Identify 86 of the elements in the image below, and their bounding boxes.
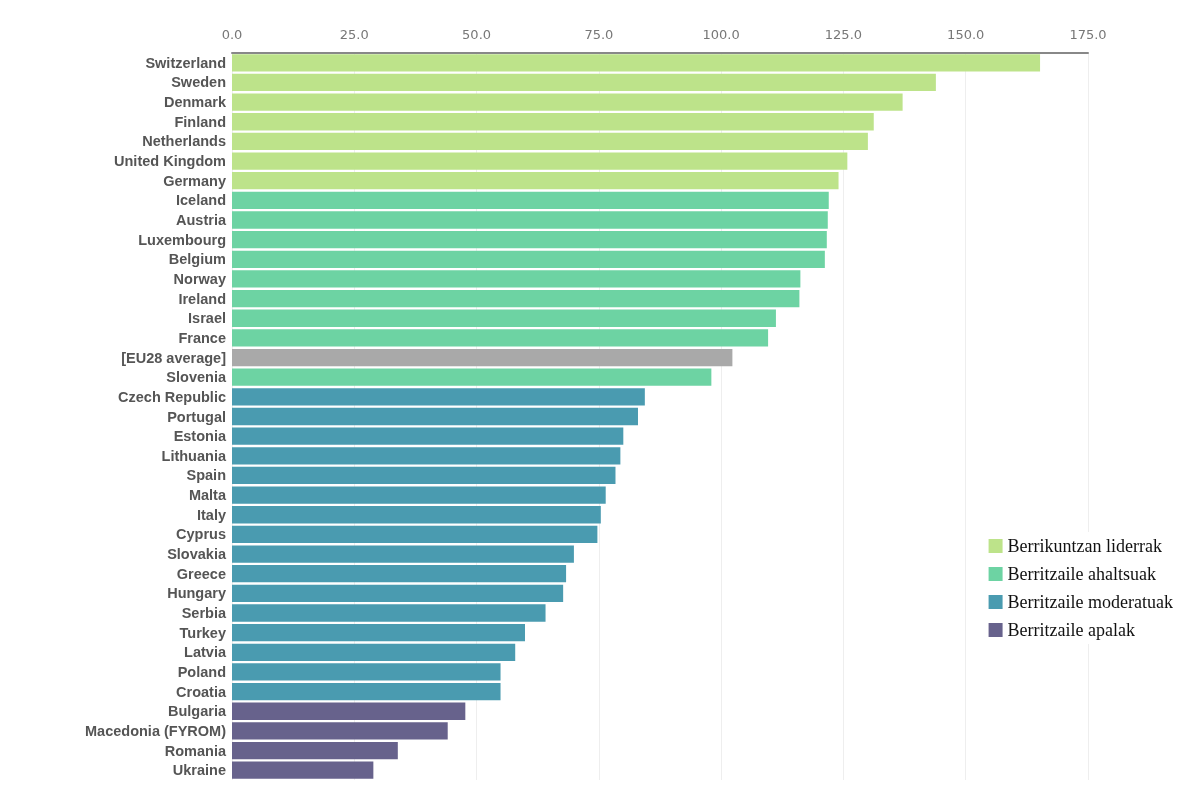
bar: [232, 309, 776, 327]
legend-label: Berritzaile apalak: [1007, 620, 1136, 640]
y-tick-label: Norway: [173, 270, 226, 287]
bar: [232, 289, 800, 308]
x-tick-label: 25.0: [339, 27, 369, 42]
x-tick-label: 175.0: [1069, 27, 1107, 42]
x-tick-label: 0.0: [221, 27, 243, 42]
legend-label: Berritzaile moderatuak: [1007, 592, 1173, 612]
legend-label: Berrikuntzan liderrak: [1007, 536, 1163, 556]
bar: [232, 54, 1041, 72]
x-tick-label: 75.0: [584, 27, 614, 42]
bar: [232, 702, 466, 720]
bar: [232, 250, 825, 268]
y-tick-label: Lithuania: [161, 447, 227, 464]
y-tick-label: Germany: [163, 172, 226, 189]
y-tick-label: Ukraine: [172, 762, 226, 779]
x-tick-label: 150.0: [947, 27, 985, 42]
bar: [232, 73, 936, 92]
y-tick-label: Netherlands: [142, 133, 226, 150]
y-tick-label: Malta: [188, 487, 227, 504]
bar: [232, 132, 868, 151]
y-tick-label: Slovenia: [166, 369, 227, 386]
bar: [232, 565, 567, 583]
y-tick-label: Iceland: [176, 192, 226, 209]
bar: [232, 172, 839, 190]
y-tick-label: Cyprus: [176, 526, 226, 543]
y-tick-label: Belgium: [168, 251, 226, 268]
bar: [232, 447, 621, 465]
y-tick-label: Bulgaria: [167, 703, 227, 720]
bar: [232, 427, 624, 445]
y-tick-label: Finland: [174, 113, 226, 130]
bar: [232, 231, 827, 249]
y-tick-label: Israel: [188, 310, 226, 327]
bar: [232, 545, 574, 563]
y-tick-label: France: [178, 329, 226, 346]
y-tick-label: Hungary: [167, 585, 226, 602]
y-tick-label: Croatia: [176, 683, 227, 700]
bar: [232, 388, 645, 406]
y-tick-label: Luxembourg: [138, 231, 226, 248]
y-tick-label: Slovakia: [167, 546, 227, 563]
bar: [232, 113, 874, 131]
y-tick-label: Czech Republic: [118, 388, 226, 405]
bar: [232, 329, 769, 347]
y-tick-label: Italy: [196, 506, 226, 523]
y-tick-label: Denmark: [163, 94, 227, 111]
y-tick-label: Greece: [176, 565, 226, 582]
y-tick-label: Switzerland: [145, 54, 226, 71]
bar: [232, 270, 801, 288]
y-tick-label: [EU28 average]: [121, 349, 227, 366]
y-tick-label: Portugal: [167, 408, 226, 425]
bar: [232, 486, 606, 504]
y-tick-label: Serbia: [181, 604, 227, 621]
bar: [232, 623, 525, 642]
bar: [232, 368, 712, 386]
bar: [232, 722, 448, 740]
bar: [232, 643, 516, 661]
y-tick-label: Austria: [176, 212, 227, 229]
legend-label: Berritzaile ahaltsuak: [1007, 564, 1157, 584]
x-tick-label: 50.0: [462, 27, 492, 42]
bar: [232, 348, 733, 367]
y-tick-label: Turkey: [179, 624, 226, 641]
x-tick-label: 125.0: [824, 27, 863, 42]
bar: [232, 211, 828, 229]
y-tick-label: Sweden: [171, 74, 226, 91]
x-tick-label: 100.0: [702, 27, 740, 42]
bar: [232, 663, 501, 681]
bar: [232, 525, 598, 544]
bar: [232, 191, 829, 210]
bar: [232, 152, 848, 170]
y-tick-label: Macedonia (FYROM): [85, 722, 227, 739]
bar: [232, 604, 546, 622]
bar: [232, 506, 601, 524]
bar: [232, 407, 638, 426]
y-tick-label: Spain: [186, 467, 226, 484]
bar: [232, 761, 374, 779]
y-tick-label: Poland: [177, 663, 226, 680]
y-tick-label: Estonia: [173, 428, 227, 445]
y-tick-label: Latvia: [184, 644, 227, 661]
bar: [232, 93, 903, 111]
y-tick-label: Ireland: [178, 290, 226, 307]
bar: [232, 682, 501, 701]
bar: [232, 466, 616, 485]
bar: [232, 584, 564, 602]
y-tick-label: Romania: [164, 742, 227, 759]
bar: [232, 741, 398, 760]
y-tick-label: United Kingdom: [114, 153, 226, 170]
